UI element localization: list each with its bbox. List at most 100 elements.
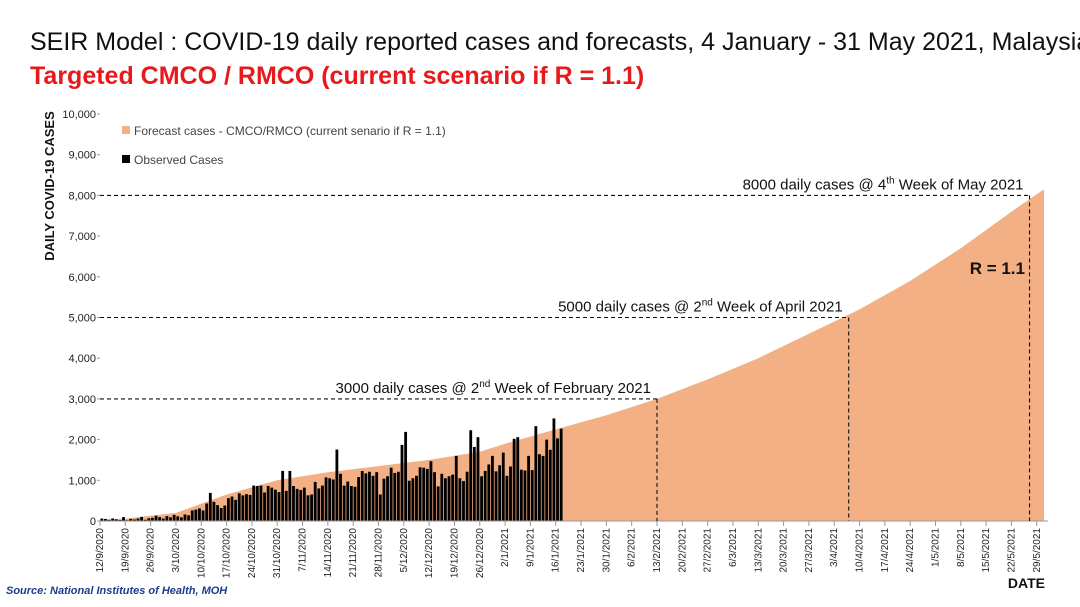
observed-bar <box>183 514 187 521</box>
observed-bar <box>440 473 444 521</box>
observed-bar <box>422 467 426 521</box>
x-tick-label: 3/4/2021 <box>829 528 840 567</box>
observed-bar <box>165 516 169 521</box>
legend-observed-label: Observed Cases <box>134 153 223 167</box>
forecast-area <box>100 189 1044 522</box>
observed-bar <box>487 464 491 521</box>
x-tick-label: 20/3/2021 <box>779 528 790 573</box>
observed-bar <box>498 465 502 521</box>
observed-bar <box>364 473 368 521</box>
observed-bar <box>425 468 429 521</box>
x-tick-label: 10/10/2020 <box>196 528 207 578</box>
observed-bar <box>552 418 556 521</box>
observed-bar <box>288 470 292 521</box>
observed-bar <box>310 494 313 521</box>
observed-bar <box>349 486 353 521</box>
observed-bar <box>328 478 332 521</box>
observed-bar <box>447 476 451 521</box>
observed-bar <box>556 438 559 521</box>
observed-bar <box>205 503 209 521</box>
observed-bar <box>277 492 281 521</box>
observed-bar <box>335 449 339 521</box>
observed-bar <box>122 517 125 521</box>
x-tick-label: 20/2/2021 <box>677 528 688 573</box>
x-tick-label: 17/4/2021 <box>880 528 891 573</box>
annotation-label: 3000 daily cases @ 2nd Week of February … <box>336 379 651 397</box>
observed-bar <box>527 455 531 521</box>
x-tick-label: 30/1/2021 <box>601 528 612 573</box>
observed-bar <box>357 477 361 521</box>
observed-bar <box>472 446 476 521</box>
observed-bar <box>378 494 382 521</box>
observed-bar <box>284 490 288 521</box>
x-tick-label: 7/11/2020 <box>298 528 309 572</box>
observed-bar <box>389 467 393 521</box>
x-tick-label: 16/1/2021 <box>551 528 562 573</box>
x-tick-label: 3/10/2020 <box>171 528 182 573</box>
observed-bar <box>317 488 321 521</box>
x-tick-label: 26/12/2020 <box>475 528 486 578</box>
observed-bar <box>270 487 274 521</box>
observed-bar <box>313 481 317 521</box>
observed-bar <box>161 518 165 521</box>
observed-bar <box>223 505 227 521</box>
observed-bar <box>263 492 266 521</box>
y-tick-label: 10,000 <box>62 109 96 121</box>
observed-bar <box>505 475 509 521</box>
observed-bar <box>324 477 328 521</box>
observed-bar <box>368 471 371 521</box>
observed-bar <box>491 455 494 521</box>
observed-bar <box>418 467 422 521</box>
observed-bar <box>216 505 219 521</box>
observed-bar <box>476 437 480 521</box>
observed-bar <box>111 518 115 521</box>
observed-bar <box>176 516 180 521</box>
observed-bar <box>169 517 172 521</box>
x-tick-label: 13/2/2021 <box>652 528 663 573</box>
x-tick-label: 19/9/2020 <box>120 528 131 573</box>
observed-bar <box>104 518 107 521</box>
observed-bar <box>147 518 151 521</box>
observed-bar <box>179 517 183 521</box>
observed-bar <box>559 428 563 521</box>
x-tick-label: 24/4/2021 <box>905 528 916 573</box>
observed-bar <box>407 480 411 521</box>
observed-bar <box>444 478 447 521</box>
observed-bar <box>371 475 375 521</box>
observed-bar <box>151 517 154 521</box>
observed-bar <box>534 426 538 521</box>
x-tick-label: 29/5/2021 <box>1032 528 1043 573</box>
observed-bar <box>451 474 455 521</box>
observed-bar <box>237 493 241 521</box>
observed-bar <box>415 475 418 521</box>
x-tick-label: 12/12/2020 <box>424 528 435 578</box>
y-tick-label: 9,000 <box>68 150 96 162</box>
observed-bar <box>172 514 176 521</box>
x-tick-label: 1/5/2021 <box>930 528 941 567</box>
observed-bar <box>411 478 415 521</box>
observed-bar <box>100 518 104 521</box>
observed-bar <box>306 495 310 521</box>
observed-bar <box>140 516 143 521</box>
observed-bar <box>198 508 201 521</box>
y-tick-label: 1,000 <box>68 475 96 487</box>
observed-bar <box>469 430 473 521</box>
observed-bar <box>375 472 379 521</box>
x-tick-label: 14/11/2020 <box>323 528 334 578</box>
observed-bar <box>266 486 270 521</box>
observed-bar <box>342 485 346 521</box>
observed-bar <box>538 454 541 521</box>
observed-bar <box>212 501 216 521</box>
observed-bar <box>321 485 324 521</box>
x-tick-label: 13/3/2021 <box>753 528 764 573</box>
observed-bar <box>190 510 194 521</box>
observed-bar <box>516 437 520 521</box>
observed-bar <box>226 498 230 521</box>
y-tick-label: 8,000 <box>68 190 96 202</box>
observed-bar <box>494 471 498 521</box>
x-tick-label: 27/2/2021 <box>703 528 714 573</box>
observed-bar <box>295 488 299 521</box>
x-tick-label: 9/1/2021 <box>525 528 536 567</box>
observed-bar <box>545 439 549 521</box>
